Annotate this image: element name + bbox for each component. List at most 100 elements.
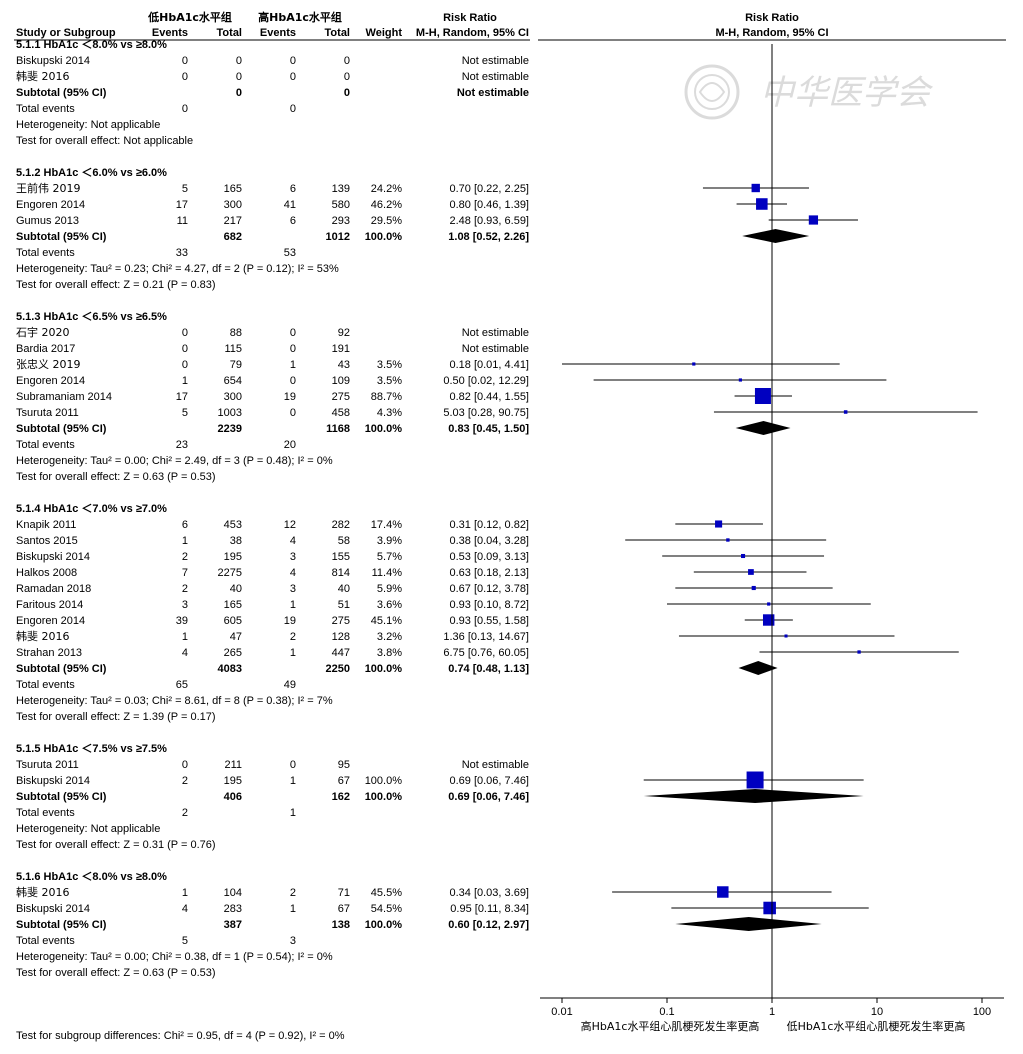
total-group2: 0 [344,55,350,67]
total-group1: 300 [224,199,242,211]
heterogeneity-text: Heterogeneity: Tau² = 0.03; Chi² = 8.61,… [16,695,333,707]
total-group2: 67 [338,903,350,915]
point-estimate [784,634,788,638]
table-row: Halkos 2008 7 2275 4 814 11.4% 0.63 [0.18, 2.1… [16,567,529,579]
table-row: Biskupski 2014 4 283 1 67 54.5% 0.95 [0.11, 8.… [16,903,529,915]
total-events-group2: 20 [284,439,296,451]
point-estimate [746,771,764,789]
table-header: 低HbA1c水平组 高HbA1c水平组 Risk Ratio Risk Rati… [14,10,1006,41]
header-weight: Weight [366,27,403,39]
point-estimate [717,886,729,898]
study-risk-ratio: 0.31 [0.12, 0.82] [449,519,529,531]
total-events-row: Total events 0 0 [16,103,296,115]
study-risk-ratio: 2.48 [0.93, 6.59] [449,215,529,227]
events-group1: 0 [182,71,188,83]
subtotal-diamond [735,421,791,435]
events-group1: 11 [177,215,188,227]
watermark-seal-mark [698,82,726,102]
events-group1: 1 [182,375,188,387]
heterogeneity-text: Heterogeneity: Tau² = 0.23; Chi² = 4.27,… [16,263,339,275]
total-events-label: Total events [16,439,75,451]
table-row: Biskupski 2014 2 195 1 67 100.0% 0.69 [0.06, 7… [16,775,529,787]
total-events-row: Total events 65 49 [16,679,296,691]
events-group2: 0 [290,375,296,387]
total-group1: 115 [224,343,242,355]
study-risk-ratio: 0.93 [0.10, 8.72] [449,599,529,611]
point-estimate [808,215,819,225]
total-group1: 165 [224,183,242,195]
subtotal-total-group2: 162 [332,791,350,803]
events-group2: 41 [284,199,296,211]
subgroup: 5.1.1 HbA1c ＜8.0% vs ≥8.0% Biskupski 2014… [16,39,529,147]
point-estimate [767,602,771,606]
total-group1: 47 [230,631,242,643]
total-group2: 139 [332,183,350,195]
study-weight: 3.5% [377,375,402,387]
header-study: Study or Subgroup [16,27,116,39]
total-group2: 43 [338,359,350,371]
study-name: Tsuruta 2011 [16,759,79,771]
study-weight: 88.7% [371,391,402,403]
header-group1: 低HbA1c水平组 [147,10,232,24]
total-group2: 67 [338,775,350,787]
table-row: Strahan 2013 4 265 1 447 3.8% 6.75 [0.76, 60.0… [16,647,529,659]
subtotal-row: Subtotal (95% CI) 4083 2250 100.0% 0.74 [0.4… [16,663,529,675]
subtotal-label: Subtotal (95% CI) [16,663,107,675]
total-group2: 155 [332,551,350,563]
point-estimate [754,387,771,405]
header-events-2: Events [260,27,296,39]
total-events-group1: 65 [176,679,188,691]
study-name: Biskupski 2014 [16,55,90,67]
events-group2: 19 [284,391,296,403]
study-risk-ratio: 0.95 [0.11, 8.34] [450,903,529,915]
total-group2: 40 [338,583,350,595]
point-estimate [763,901,776,915]
point-estimate [857,650,861,654]
watermark-seal-inner [694,74,730,110]
x-axis: 0.01 0.1 1 10 100 [540,997,1004,1018]
total-events-group1: 23 [176,439,188,451]
total-group1: 1003 [218,407,242,419]
subtotal-weight: 100.0% [365,423,403,435]
heterogeneity-text: Heterogeneity: Not applicable [16,823,160,835]
events-group1: 2 [182,551,188,563]
events-group1: 4 [182,903,188,915]
study-risk-ratio: 5.03 [0.28, 90.75] [443,407,529,419]
study-name: 韩斐 2016 [16,885,70,899]
total-group2: 447 [332,647,350,659]
events-group1: 0 [182,55,188,67]
table-row: 韩斐 2016 0 0 0 0 Not estimable [16,69,529,83]
total-group1: 104 [224,887,242,899]
total-events-label: Total events [16,247,75,259]
events-group2: 0 [290,343,296,355]
subtotal-weight: 100.0% [365,919,403,931]
total-events-group2: 53 [284,247,296,259]
total-group1: 0 [236,71,242,83]
events-group2: 4 [290,535,296,547]
total-group2: 0 [344,71,350,83]
total-events-group2: 0 [290,103,296,115]
total-group1: 453 [224,519,242,531]
study-risk-ratio: 0.53 [0.09, 3.13] [449,551,529,563]
study-weight: 4.3% [377,407,402,419]
events-group2: 0 [290,71,296,83]
study-name: Tsuruta 2011 [16,407,79,419]
total-group1: 217 [224,215,242,227]
table-row: Tsuruta 2011 0 211 0 95 Not estimable [16,759,529,771]
header-total-2: Total [325,27,350,39]
total-group2: 293 [332,215,350,227]
events-group1: 0 [182,359,188,371]
study-weight: 24.2% [371,183,402,195]
total-group1: 40 [230,583,242,595]
subtotal-weight: 100.0% [365,663,403,675]
header-events-1: Events [152,27,188,39]
point-estimate [756,198,768,210]
subtotal-label: Subtotal (95% CI) [16,919,107,931]
events-group1: 39 [176,615,188,627]
total-group1: 0 [236,55,242,67]
subtotal-label: Subtotal (95% CI) [16,87,107,99]
events-group2: 12 [284,519,296,531]
x-tick-label: 0.01 [551,1006,572,1018]
table-row: Engoren 2014 39 605 19 275 45.1% 0.93 [0.55, 1… [16,615,529,627]
